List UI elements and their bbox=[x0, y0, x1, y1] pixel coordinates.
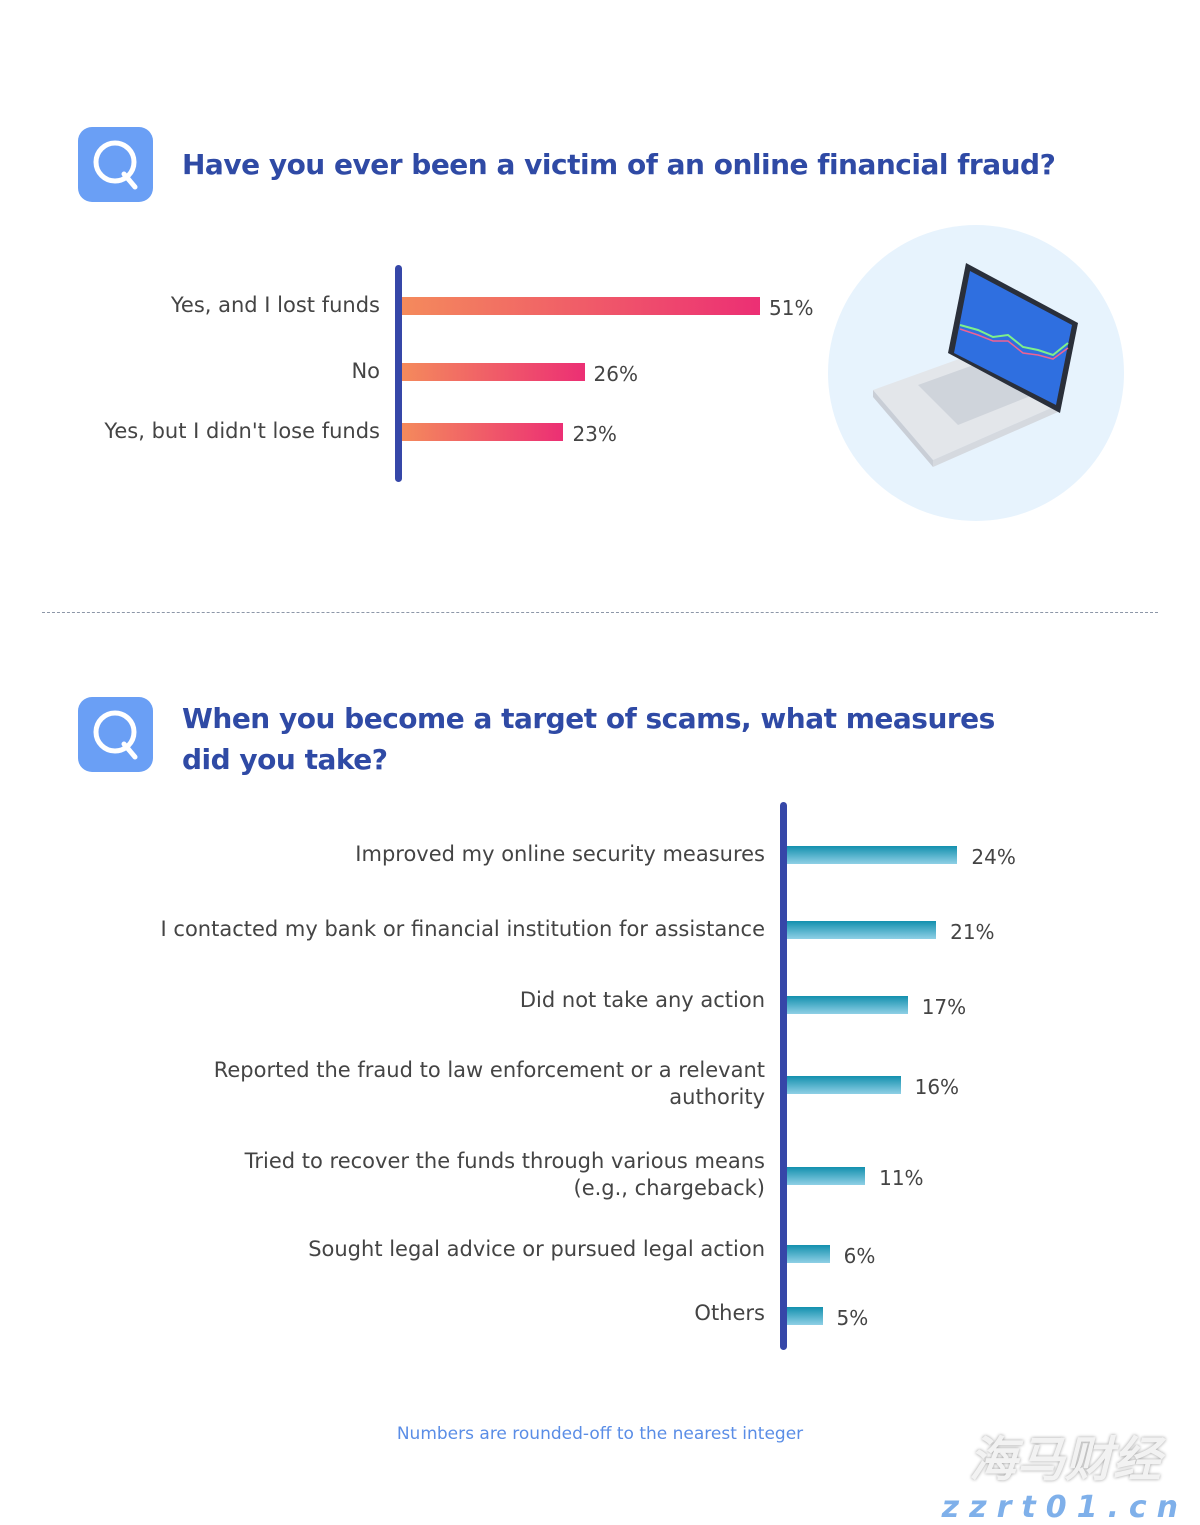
bar bbox=[402, 363, 585, 381]
category-label: Yes, and I lost funds bbox=[170, 293, 380, 317]
value-label: 21% bbox=[950, 920, 995, 944]
value-label: 23% bbox=[572, 422, 617, 446]
bar bbox=[787, 1245, 830, 1263]
value-label: 17% bbox=[921, 995, 967, 1019]
section-divider bbox=[42, 612, 1158, 613]
category-label: Reported the fraud to law enforcement or… bbox=[213, 1058, 765, 1109]
value-label: 51% bbox=[769, 296, 814, 320]
bar bbox=[787, 996, 908, 1014]
category-label: I contacted my bank or financial institu… bbox=[160, 917, 765, 941]
category-label: Did not take any action bbox=[519, 988, 765, 1012]
y-axis-line bbox=[780, 802, 787, 1350]
value-label: 6% bbox=[843, 1244, 876, 1268]
question-icon bbox=[78, 127, 153, 202]
bar bbox=[787, 1307, 823, 1325]
watermark-url: zzrt01.cn bbox=[941, 1490, 1188, 1525]
bar bbox=[787, 921, 937, 939]
value-label: 24% bbox=[971, 845, 1016, 869]
laptop-illustration bbox=[828, 225, 1124, 521]
bar bbox=[402, 423, 564, 441]
category-label: Yes, but I didn't lose funds bbox=[104, 419, 380, 443]
value-label: 11% bbox=[879, 1166, 924, 1190]
value-label: 16% bbox=[914, 1075, 960, 1099]
watermark: 海马财经 zzrt01.cn bbox=[942, 1420, 1188, 1525]
y-axis-line bbox=[395, 265, 402, 482]
category-label: Tried to recover the funds through vario… bbox=[244, 1149, 765, 1200]
question-icon bbox=[78, 697, 153, 772]
category-label: No bbox=[351, 359, 380, 383]
value-label: 5% bbox=[836, 1306, 869, 1330]
bar bbox=[787, 846, 958, 864]
category-label: Sought legal advice or pursued legal act… bbox=[308, 1237, 765, 1261]
category-label: Others bbox=[694, 1301, 765, 1325]
category-label: Improved my online security measures bbox=[355, 842, 765, 866]
chart-title-2: When you become a target of scams, what … bbox=[182, 702, 995, 776]
value-label: 26% bbox=[593, 362, 638, 386]
bar bbox=[787, 1167, 866, 1185]
footnote: Numbers are rounded-off to the nearest i… bbox=[396, 1424, 804, 1444]
bar bbox=[402, 297, 761, 315]
chart-title-1: Have you ever been a victim of an online… bbox=[182, 148, 1056, 181]
bar bbox=[787, 1076, 901, 1094]
watermark-text: 海马财经 bbox=[968, 1432, 1161, 1488]
